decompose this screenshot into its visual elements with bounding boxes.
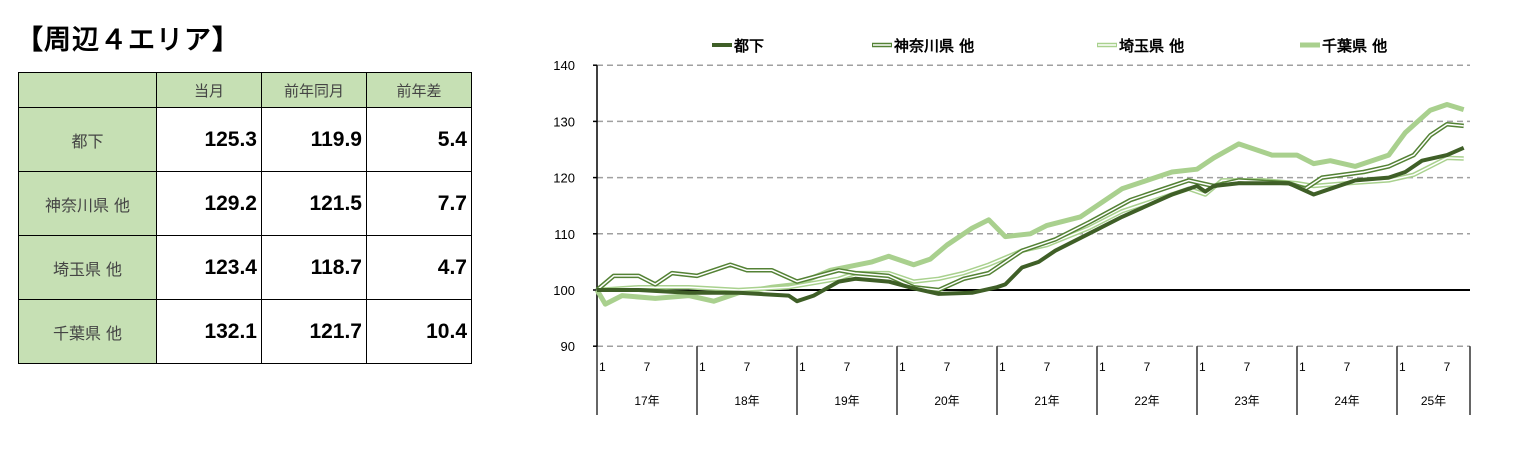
- year-label: 24年: [1334, 394, 1359, 408]
- table-row: 神奈川県 他 129.2 121.5 7.7: [18, 171, 472, 236]
- legend-label: 都下: [733, 37, 764, 55]
- x-tick-label: 1: [1099, 360, 1106, 374]
- legend-label: 神奈川県 他: [894, 37, 974, 55]
- x-tick-label: 7: [744, 360, 751, 374]
- table-row: 埼玉県 他 123.4 118.7 4.7: [18, 235, 472, 300]
- y-tick-label: 120: [553, 171, 575, 186]
- year-label: 20年: [934, 394, 959, 408]
- cell-prev-year: 121.5: [261, 171, 367, 236]
- page-title: 【周辺４エリア】: [16, 25, 240, 56]
- x-tick-label: 7: [844, 360, 851, 374]
- year-label: 18年: [734, 394, 759, 408]
- cell-diff: 4.7: [366, 235, 472, 300]
- year-label: 23年: [1234, 394, 1259, 408]
- legend-label: 千葉県 他: [1322, 37, 1387, 55]
- year-label: 17年: [634, 394, 659, 408]
- series-1-line-inner: [596, 123, 1464, 291]
- cell-prev-year: 118.7: [261, 235, 367, 300]
- x-tick-label: 1: [1299, 360, 1306, 374]
- cell-prev-year: 119.9: [261, 107, 367, 172]
- x-tick-label: 7: [1444, 360, 1451, 374]
- year-label: 22年: [1134, 394, 1159, 408]
- x-tick-label: 1: [899, 360, 906, 374]
- x-tick-label: 7: [644, 360, 651, 374]
- cell-diff: 5.4: [366, 107, 472, 172]
- y-tick-label: 100: [553, 283, 575, 298]
- cell-diff: 10.4: [366, 299, 472, 364]
- y-tick-label: 90: [561, 339, 575, 354]
- y-tick-label: 140: [553, 58, 575, 73]
- table-row: 都下 125.3 119.9 5.4: [18, 107, 472, 172]
- x-tick-label: 7: [1044, 360, 1051, 374]
- cell-current: 129.2: [156, 171, 262, 236]
- x-tick-label: 1: [799, 360, 806, 374]
- series-0-line: [597, 145, 1465, 304]
- year-label: 19年: [834, 394, 859, 408]
- x-tick-label: 1: [999, 360, 1006, 374]
- row-area: 神奈川県 他: [18, 171, 157, 236]
- x-tick-label: 7: [1344, 360, 1351, 374]
- summary-table: 当月 前年同月 前年差 都下 125.3 119.9 5.4 神奈川県 他 12…: [18, 72, 472, 364]
- y-tick-label: 130: [553, 114, 575, 129]
- x-tick-label: 7: [944, 360, 951, 374]
- table-header-row: 当月 前年同月 前年差: [18, 72, 472, 108]
- header-blank: [18, 72, 157, 108]
- x-tick-label: 1: [1199, 360, 1206, 374]
- x-tick-label: 7: [1244, 360, 1251, 374]
- x-tick-label: 7: [1144, 360, 1151, 374]
- x-tick-label: 1: [1399, 360, 1406, 374]
- x-tick-label: 1: [699, 360, 706, 374]
- year-label: 25年: [1421, 394, 1446, 408]
- y-tick-label: 110: [554, 227, 575, 242]
- legend-label: 埼玉県 他: [1119, 37, 1184, 55]
- header-diff: 前年差: [366, 72, 472, 108]
- cell-current: 132.1: [156, 299, 262, 364]
- cell-diff: 7.7: [366, 171, 472, 236]
- x-tick-label: 1: [599, 360, 606, 374]
- series-3-line: [594, 102, 1465, 307]
- row-area: 千葉県 他: [18, 299, 157, 364]
- cell-current: 123.4: [156, 235, 262, 300]
- table-row: 千葉県 他 132.1 121.7 10.4: [18, 299, 472, 364]
- row-area: 都下: [18, 107, 157, 172]
- year-label: 21年: [1034, 394, 1059, 408]
- series-2-line-inner: [596, 157, 1464, 291]
